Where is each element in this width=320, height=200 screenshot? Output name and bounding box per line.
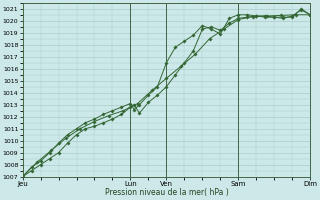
X-axis label: Pression niveau de la mer( hPa ): Pression niveau de la mer( hPa ) <box>105 188 228 197</box>
